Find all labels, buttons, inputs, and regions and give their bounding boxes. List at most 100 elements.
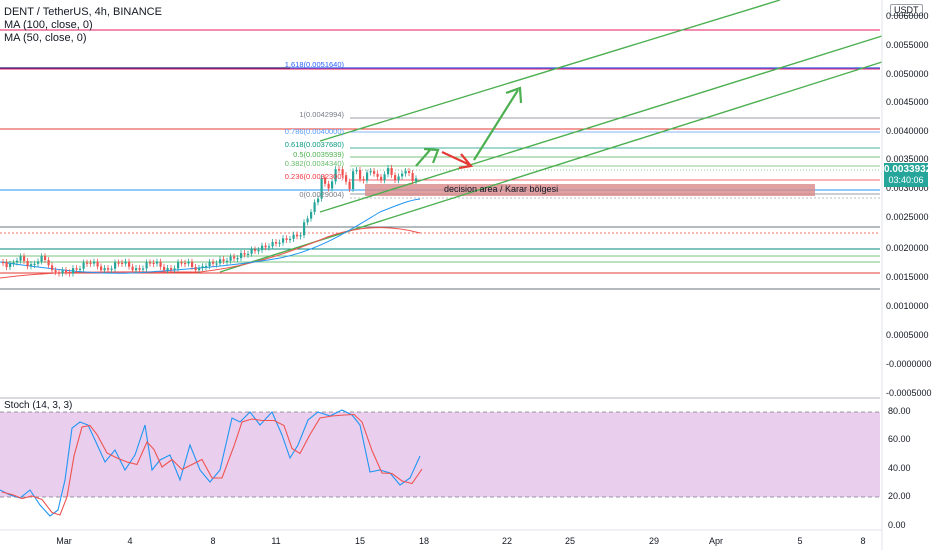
- candle-body: [19, 256, 22, 261]
- ma100-legend[interactable]: MA (100, close, 0): [4, 19, 93, 31]
- candle-body: [271, 241, 274, 247]
- candle-body: [107, 268, 110, 270]
- ma50-legend[interactable]: MA (50, close, 0): [4, 32, 87, 44]
- candle-body: [145, 262, 148, 269]
- price-tick: 0.0025000: [886, 212, 929, 222]
- fib-level-label: 0.786(0.0040000): [284, 127, 344, 136]
- time-tick: 15: [354, 536, 366, 546]
- candle-body: [362, 179, 365, 181]
- last-price: 0.0033932: [884, 164, 932, 175]
- candle-body: [135, 268, 138, 271]
- price-tick: -0.0000000: [886, 359, 932, 369]
- bar-countdown: 03:40:06: [888, 175, 924, 185]
- price-tick: 0.0060000: [886, 11, 929, 21]
- time-tick: 25: [564, 536, 576, 546]
- candle-body: [380, 176, 383, 181]
- fib-level-label: 1.618(0.0051640): [284, 60, 344, 69]
- candle-body: [313, 202, 316, 213]
- time-tick: 4: [127, 536, 133, 546]
- candle-body: [173, 268, 176, 270]
- projection-arrows[interactable]: [415, 86, 523, 170]
- candle-body: [79, 268, 82, 271]
- candle-body: [247, 253, 250, 255]
- candle-body: [124, 261, 127, 264]
- candle-body: [170, 268, 173, 270]
- candle-body: [394, 175, 397, 181]
- candle-body: [264, 245, 267, 248]
- stoch-band: [0, 412, 880, 497]
- candle-body: [268, 246, 271, 248]
- candle-body: [72, 268, 75, 274]
- candle-body: [152, 262, 155, 265]
- time-tick: 11: [271, 536, 281, 546]
- time-tick: 29: [648, 536, 660, 546]
- candle-body: [208, 261, 211, 267]
- candle-body: [401, 173, 404, 177]
- candle-body: [30, 264, 33, 267]
- decision-zone[interactable]: [365, 184, 815, 196]
- candle-body: [44, 256, 47, 260]
- candle-body: [215, 263, 218, 265]
- candle-body: [100, 266, 103, 271]
- candle-body: [243, 253, 246, 255]
- candle-body: [201, 266, 204, 269]
- candle-body: [373, 171, 376, 174]
- candle-body: [376, 173, 379, 177]
- candle-body: [26, 260, 29, 267]
- candle-body: [236, 258, 239, 260]
- candle-body: [355, 169, 358, 172]
- candle-body: [299, 235, 302, 237]
- symbol-legend[interactable]: DENT / TetherUS, 4h, BINANCE: [4, 6, 162, 18]
- fib-level-label: 0(0.0029004): [299, 190, 344, 199]
- candle-body: [408, 170, 411, 174]
- candle-body: [89, 262, 92, 264]
- stoch-legend[interactable]: Stoch (14, 3, 3): [4, 400, 73, 411]
- candle-body: [159, 261, 162, 267]
- time-tick: Apr: [708, 536, 724, 546]
- candle-body: [114, 262, 117, 269]
- candle-body: [110, 268, 113, 270]
- candle-body: [327, 183, 330, 189]
- decision-zone-label: decision area / Karar bölgesi: [444, 184, 559, 194]
- candle-body: [324, 177, 327, 184]
- candle-body: [194, 266, 197, 271]
- price-tick: 0.0020000: [886, 243, 929, 253]
- candle-body: [397, 176, 400, 181]
- candle-body: [317, 198, 320, 203]
- candle-body: [166, 268, 169, 271]
- candle-body: [33, 263, 36, 265]
- candle-body: [233, 256, 236, 259]
- price-tick: 0.0030000: [886, 183, 929, 193]
- candle-body: [187, 261, 190, 264]
- moving-averages: [0, 198, 421, 279]
- candle-body: [198, 268, 201, 271]
- candle-body: [331, 181, 334, 189]
- candle-body: [177, 262, 180, 269]
- candle-body: [180, 262, 183, 264]
- time-tick: 8: [210, 536, 216, 546]
- price-tick: 0.0010000: [886, 301, 929, 311]
- candle-body: [303, 222, 306, 236]
- candle-body: [320, 177, 323, 199]
- candle-body: [86, 262, 89, 264]
- candle-body: [184, 262, 187, 265]
- candle-body: [58, 272, 61, 274]
- candlesticks[interactable]: [2, 165, 418, 277]
- time-tick: 5: [797, 536, 803, 546]
- trend-channel[interactable]: [219, 0, 883, 273]
- price-tick: 0.0005000: [886, 330, 929, 340]
- candle-body: [205, 266, 208, 268]
- price-tick: 0.0055000: [886, 40, 929, 50]
- candle-body: [65, 270, 68, 273]
- time-tick: 22: [501, 536, 513, 546]
- candle-body: [149, 262, 152, 264]
- candle-body: [352, 171, 355, 190]
- currency-unit[interactable]: USDT: [890, 4, 923, 16]
- time-tick: 18: [418, 536, 430, 546]
- fib-lines: [290, 67, 880, 199]
- candle-body: [16, 260, 19, 263]
- candle-body: [68, 272, 71, 274]
- candle-body: [348, 181, 351, 190]
- candle-body: [142, 268, 145, 270]
